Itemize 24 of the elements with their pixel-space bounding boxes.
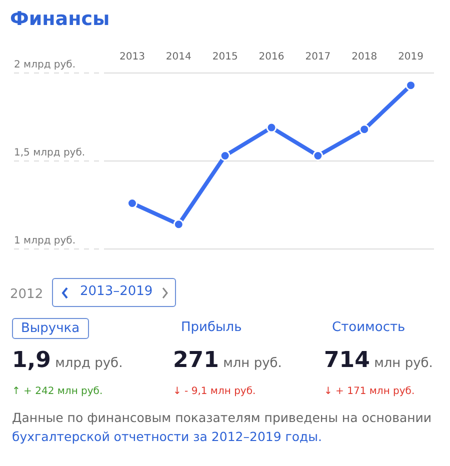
x-tick-label: 2016 — [258, 52, 284, 63]
x-tick-label: 2017 — [305, 52, 331, 63]
chart-title: Финансы — [10, 8, 110, 30]
text: бухгалтерской отчетности за 2012–2019 годы. — [12, 429, 322, 444]
y-tick-label: 1,5 млрд руб. — [14, 148, 86, 159]
text: 271 млн руб. — [173, 348, 282, 373]
text: ↑ + 242 млн руб. — [12, 386, 103, 397]
text: Прибыль — [181, 319, 242, 337]
y-tick-label: 2 млрд руб. — [14, 60, 76, 71]
x-tick-label: 2014 — [166, 52, 192, 63]
text: Данные по финансовым показателям приведены на основании — [12, 410, 432, 425]
text: Стоимость — [332, 319, 406, 337]
x-tick-label: 2018 — [352, 52, 378, 63]
text: 714 млн руб. — [324, 348, 433, 373]
text: 1,9 млрд руб. — [12, 348, 123, 373]
text: 2012 — [10, 287, 44, 302]
text: ↓ + 171 млн руб. — [324, 386, 415, 397]
text: ↓ - 9,1 млн руб. — [173, 386, 256, 397]
text: 2013–2019 — [80, 284, 153, 299]
text: Выручка — [12, 318, 89, 339]
x-tick-label: 2013 — [119, 52, 145, 63]
x-tick-label: 2019 — [398, 52, 424, 63]
x-tick-label: 2015 — [212, 52, 238, 63]
y-tick-label: 1 млрд руб. — [14, 236, 76, 247]
